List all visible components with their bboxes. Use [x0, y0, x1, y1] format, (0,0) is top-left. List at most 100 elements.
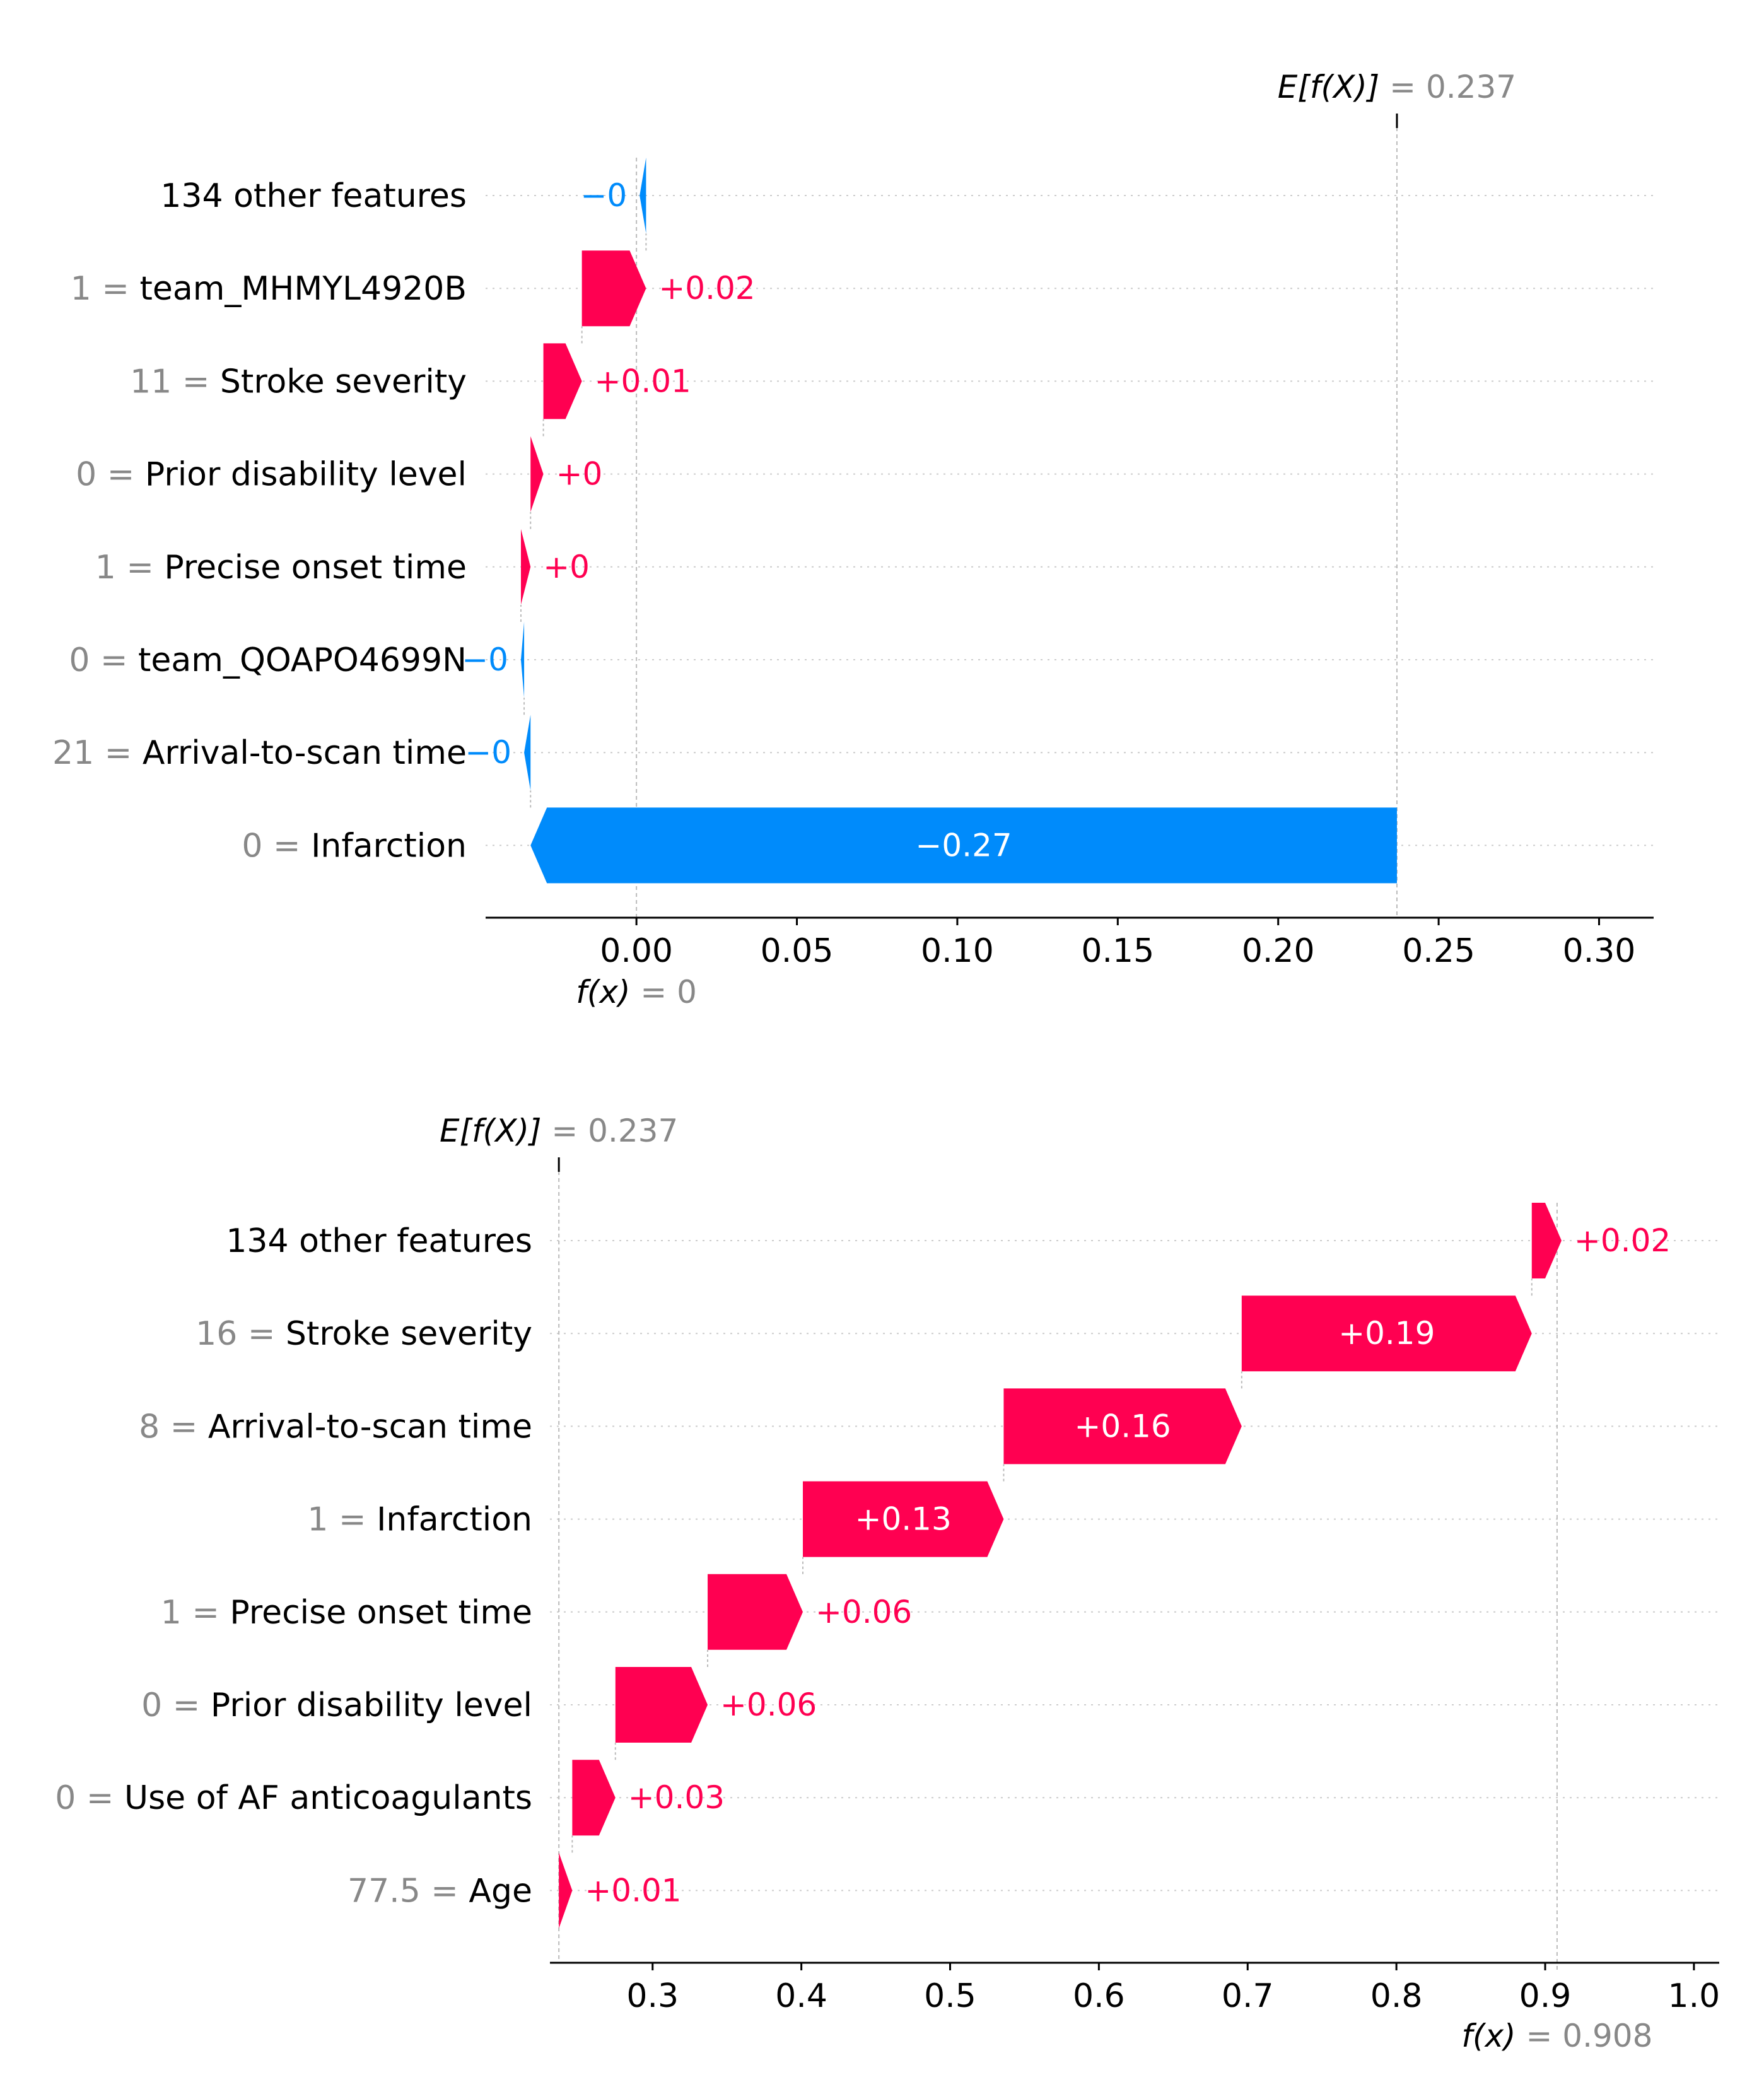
shap-bar	[581, 250, 646, 327]
feature-name: Precise onset time	[164, 549, 467, 587]
feature-name: Arrival-to-scan time	[208, 1408, 532, 1446]
feature-label: 8 = Arrival-to-scan time	[139, 1408, 532, 1446]
bar-value-label: −0.27	[915, 827, 1012, 863]
final-value-name: f(x)	[1461, 2018, 1526, 2054]
base-value-label: E[f(X)] = 0.237	[440, 1113, 678, 1149]
x-tick-label: 0.8	[1370, 1977, 1423, 2015]
feature-label: 1 = Precise onset time	[161, 1594, 532, 1632]
shap-bar	[640, 158, 646, 233]
x-tick-label: 1.0	[1668, 1977, 1720, 2015]
waterfall-chart-top: −0 134 other features +0.02 1 = team_MHMYL4…	[52, 69, 1654, 1010]
feature-value: 1 =	[95, 549, 165, 587]
bar-value-label: +0.01	[585, 1872, 681, 1909]
x-tick-label: 0.20	[1242, 932, 1315, 970]
feature-name: Infarction	[311, 827, 467, 865]
feature-name: Age	[469, 1872, 532, 1910]
waterfall-chart-bottom: +0.02 134 other features +0.19 16 = Stroke …	[55, 1113, 1720, 2054]
shap-bar	[615, 1667, 708, 1743]
bar-value-label: −0	[581, 177, 628, 214]
bar-value-label: +0	[543, 549, 590, 585]
base-value-number: = 0.237	[1389, 69, 1516, 105]
feature-value: 1 =	[161, 1594, 230, 1632]
feature-label: 0 = Prior disability level	[76, 456, 467, 494]
bar-value-label: −0	[465, 734, 511, 771]
feature-value: 0 =	[69, 641, 138, 679]
feature-value: 77.5 =	[348, 1872, 469, 1910]
final-value-number: = 0	[640, 974, 697, 1010]
x-tick-label: 0.15	[1081, 932, 1154, 970]
bar-value-label: +0.06	[815, 1594, 912, 1630]
x-tick-label: 0.05	[761, 932, 834, 970]
shap-bar	[708, 1574, 803, 1650]
bar-value-label: +0.16	[1075, 1408, 1171, 1444]
feature-value: 0 =	[76, 456, 145, 494]
x-tick-label: 0.7	[1222, 1977, 1274, 2015]
feature-label: 134 other features	[226, 1222, 532, 1260]
x-tick-label: 0.6	[1073, 1977, 1125, 2015]
shap-bar	[530, 436, 544, 512]
feature-label: 1 = team_MHMYL4920B	[71, 270, 467, 308]
feature-label: 0 = Infarction	[242, 827, 467, 865]
feature-name: Infarction	[377, 1501, 532, 1539]
feature-name: 134 other features	[160, 177, 467, 215]
shap-bar	[524, 715, 531, 791]
shap-bar	[520, 622, 525, 698]
shap-bar	[1241, 1295, 1532, 1372]
feature-name: Stroke severity	[286, 1315, 532, 1353]
x-tick-label: 0.10	[921, 932, 994, 970]
feature-value: 8 =	[139, 1408, 208, 1446]
bar-value-label: +0.02	[1574, 1222, 1671, 1259]
bar-value-label: −0	[462, 641, 508, 678]
x-tick-label: 0.9	[1519, 1977, 1572, 2015]
feature-name: team_MHMYL4920B	[140, 270, 467, 308]
bar-value-label: +0.03	[628, 1779, 725, 1816]
bar-value-label: +0.19	[1338, 1315, 1435, 1352]
feature-name: Prior disability level	[145, 456, 467, 494]
feature-label: 0 = team_QOAPO4699N	[69, 641, 467, 679]
feature-name: 134 other features	[226, 1222, 532, 1260]
feature-value: 0 =	[242, 827, 311, 865]
x-tick-label: 0.00	[600, 932, 673, 970]
feature-name: Stroke severity	[220, 363, 467, 401]
shap-bar	[530, 807, 1397, 884]
feature-name: Prior disability level	[211, 1687, 532, 1724]
feature-value: 16 =	[196, 1315, 286, 1353]
bar-value-label: +0.02	[658, 270, 755, 307]
final-value-number: = 0.908	[1526, 2018, 1652, 2054]
x-tick-label: 0.5	[924, 1977, 976, 2015]
feature-value: 1 =	[307, 1501, 377, 1539]
x-tick-label: 0.3	[626, 1977, 679, 2015]
x-tick-label: 0.4	[775, 1977, 827, 2015]
bar-value-label: +0.01	[595, 363, 691, 399]
feature-value: 0 =	[55, 1779, 124, 1817]
feature-label: 21 = Arrival-to-scan time	[52, 734, 467, 772]
feature-name: team_QOAPO4699N	[138, 641, 467, 679]
feature-name: Arrival-to-scan time	[143, 734, 467, 772]
feature-label: 1 = Precise onset time	[95, 549, 467, 587]
feature-label: 0 = Prior disability level	[141, 1687, 532, 1724]
feature-label: 11 = Stroke severity	[130, 363, 467, 401]
shap-bar	[572, 1760, 616, 1836]
feature-value: 21 =	[52, 734, 143, 772]
final-value-name: f(x)	[576, 974, 640, 1010]
feature-value: 0 =	[141, 1687, 211, 1724]
base-value-label: E[f(X)] = 0.237	[1278, 69, 1516, 105]
feature-label: 1 = Infarction	[307, 1501, 532, 1539]
final-value-label: f(x) = 0.908	[1461, 2018, 1652, 2054]
shap-bar	[543, 343, 582, 419]
x-tick-label: 0.30	[1563, 932, 1636, 970]
shap-bar	[1531, 1203, 1562, 1278]
feature-label: 0 = Use of AF anticoagulants	[55, 1779, 532, 1817]
bar-value-label: +0	[556, 456, 603, 493]
feature-value: 1 =	[71, 270, 140, 308]
feature-name: Use of AF anticoagulants	[124, 1779, 532, 1817]
feature-name: Precise onset time	[230, 1594, 532, 1632]
feature-value: 11 =	[130, 363, 220, 401]
bar-value-label: +0.06	[720, 1687, 817, 1723]
base-value-name: E[f(X)]	[1278, 69, 1389, 105]
shap-bar	[559, 1852, 573, 1929]
feature-label: 77.5 = Age	[348, 1872, 532, 1910]
feature-label: 134 other features	[160, 177, 467, 215]
base-value-number: = 0.237	[551, 1113, 678, 1149]
